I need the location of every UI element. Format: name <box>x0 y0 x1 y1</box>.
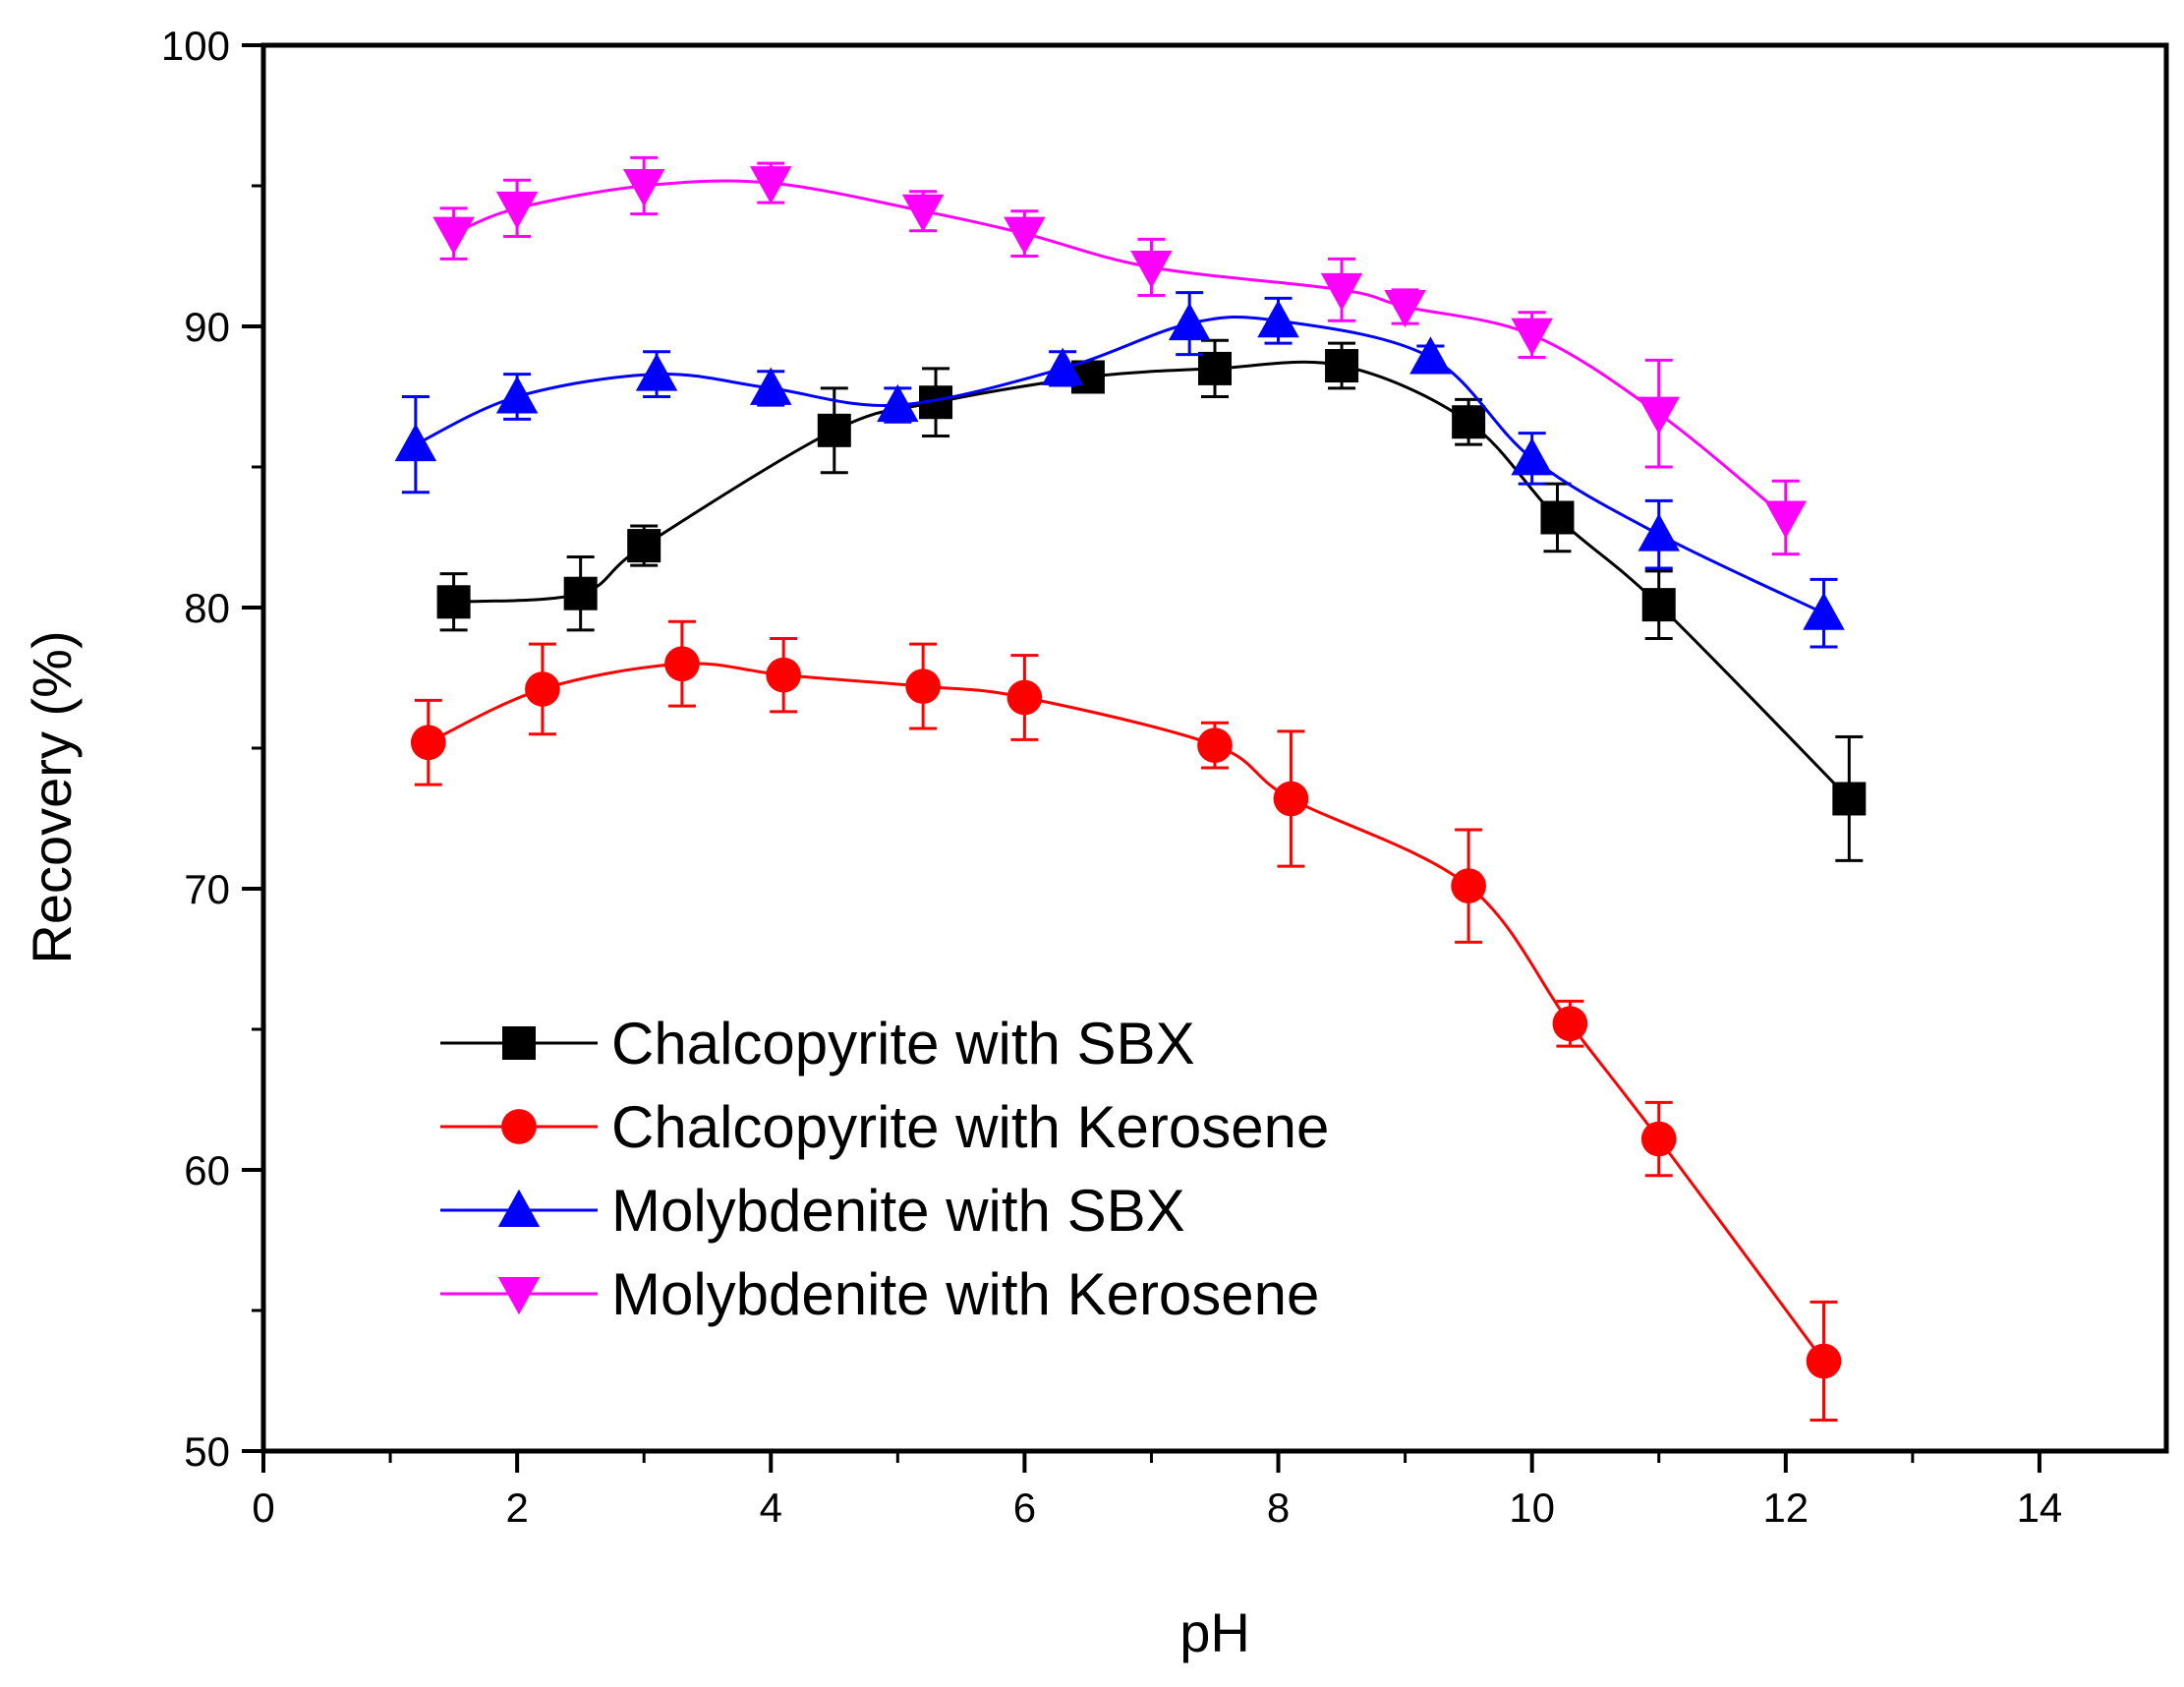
data-point-marker <box>901 194 945 232</box>
data-point-marker <box>1452 405 1486 439</box>
data-point-marker <box>750 367 792 405</box>
y-tick-label: 90 <box>184 304 230 350</box>
data-point-marker <box>1638 396 1680 435</box>
data-point-marker <box>1257 300 1299 338</box>
y-tick-label: 100 <box>161 23 230 69</box>
series-0 <box>436 338 1867 862</box>
data-point-marker <box>495 191 539 230</box>
data-point-marker <box>1004 216 1046 255</box>
data-point-marker <box>1168 302 1211 341</box>
series-1 <box>410 619 1842 1423</box>
y-axis-title: Recovery (%) <box>21 630 83 963</box>
x-tick-label: 14 <box>2017 1484 2063 1531</box>
legend: Chalcopyrite with SBX Chalcopyrite with K… <box>440 1011 1329 1327</box>
data-point-marker <box>1273 781 1309 817</box>
data-point-marker <box>817 413 851 447</box>
data-point-marker <box>410 725 446 761</box>
x-tick-label: 10 <box>1509 1484 1555 1531</box>
legend-label: Chalcopyrite with Kerosene <box>611 1094 1329 1160</box>
x-tick-label: 4 <box>760 1484 782 1531</box>
data-point-marker <box>1041 347 1084 385</box>
data-point-marker <box>1832 782 1867 816</box>
y-tick-label: 50 <box>184 1428 230 1475</box>
data-point-marker <box>502 1026 536 1060</box>
data-point-marker <box>664 646 700 682</box>
data-point-marker <box>1806 1343 1842 1379</box>
legend-item: Molybdenite with Kerosene <box>440 1261 1319 1327</box>
data-point-marker <box>525 671 560 707</box>
legend-label: Molybdenite with Kerosene <box>611 1261 1319 1327</box>
data-point-marker <box>1320 272 1363 312</box>
data-point-marker <box>394 423 437 462</box>
data-point-marker <box>1540 500 1575 535</box>
data-point-marker <box>1409 336 1452 375</box>
data-point-marker <box>877 383 919 423</box>
x-tick-label: 8 <box>1267 1484 1290 1531</box>
data-point-marker <box>627 529 661 563</box>
data-point-marker <box>432 216 475 255</box>
data-point-marker <box>766 657 802 693</box>
data-point-marker <box>1451 868 1486 903</box>
legend-item: Molybdenite with SBX <box>440 1178 1185 1244</box>
data-point-marker <box>1198 351 1232 385</box>
data-point-marker <box>1641 588 1676 622</box>
data-point-marker <box>1511 318 1553 356</box>
data-point-marker <box>1006 679 1043 716</box>
x-tick-label: 0 <box>252 1484 274 1531</box>
x-axis-title: pH <box>1179 1601 1250 1663</box>
legend-item: Chalcopyrite with Kerosene <box>440 1094 1329 1160</box>
data-point-marker <box>1803 592 1845 630</box>
x-tick-label: 6 <box>1013 1484 1036 1531</box>
data-point-marker <box>1384 289 1426 328</box>
data-point-marker <box>497 1189 541 1227</box>
data-point-marker <box>495 376 539 414</box>
data-point-marker <box>1130 250 1173 289</box>
legend-label: Chalcopyrite with SBX <box>611 1011 1195 1076</box>
data-point-marker <box>1325 349 1359 383</box>
data-point-marker <box>1197 727 1233 763</box>
data-point-marker <box>1552 1006 1588 1042</box>
data-point-marker <box>622 169 665 207</box>
y-tick-label: 70 <box>184 866 230 912</box>
series-2 <box>394 291 1845 649</box>
data-point-marker <box>1640 1121 1677 1157</box>
axes-layer: 0 2 4 6 8 10 12 14 50 60 70 80 90 100 <box>161 23 2062 1531</box>
data-point-marker <box>1764 500 1808 539</box>
data-point-marker <box>1511 437 1553 476</box>
data-point-marker <box>905 669 941 704</box>
legend-label: Molybdenite with SBX <box>611 1178 1185 1244</box>
data-point-marker <box>497 1277 541 1315</box>
data-point-marker <box>436 585 471 619</box>
legend-item: Chalcopyrite with SBX <box>440 1011 1195 1076</box>
y-tick-label: 60 <box>184 1147 230 1193</box>
data-point-marker <box>501 1109 537 1144</box>
x-tick-label: 12 <box>1762 1484 1809 1531</box>
data-point-marker <box>635 353 678 391</box>
y-tick-label: 80 <box>184 585 230 631</box>
x-tick-label: 2 <box>505 1484 528 1531</box>
series-3 <box>432 155 1808 556</box>
data-point-marker <box>1638 513 1680 552</box>
data-point-marker <box>563 576 598 611</box>
series-layer <box>394 155 1867 1423</box>
data-point-marker <box>750 166 792 204</box>
